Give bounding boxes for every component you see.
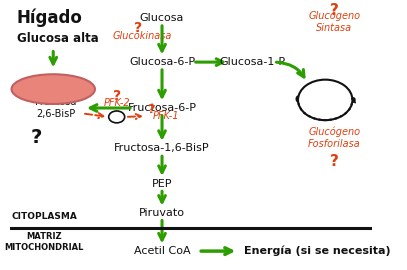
Text: Glucosa-1-P: Glucosa-1-P — [220, 57, 286, 67]
Text: Hígado: Hígado — [17, 8, 83, 27]
Text: Glucógeno
Fosforilasa: Glucógeno Fosforilasa — [308, 127, 361, 149]
Text: ?: ? — [30, 128, 42, 147]
Text: ?: ? — [134, 21, 142, 35]
Text: Glucosa alta: Glucosa alta — [17, 32, 99, 45]
Text: Energía (si se necesita): Energía (si se necesita) — [244, 246, 390, 256]
Text: CITOPLASMA: CITOPLASMA — [11, 212, 77, 221]
Text: +: + — [112, 112, 121, 122]
Text: Fructosa-6-P: Fructosa-6-P — [127, 103, 197, 113]
Text: Fructosa
2,6-BisP: Fructosa 2,6-BisP — [35, 97, 77, 119]
Text: PFK-1: PFK-1 — [153, 111, 179, 121]
Ellipse shape — [11, 74, 95, 104]
Text: Piruvato: Piruvato — [139, 208, 185, 218]
Text: ?: ? — [147, 103, 155, 116]
Circle shape — [109, 111, 125, 123]
Text: ?: ? — [113, 89, 121, 103]
Text: MATRIZ
MITOCHONDRIAL: MATRIZ MITOCHONDRIAL — [4, 232, 84, 252]
Text: ?: ? — [330, 3, 339, 18]
Circle shape — [298, 80, 352, 120]
Text: Glucokinasa: Glucokinasa — [112, 31, 172, 42]
Text: ?: ? — [330, 154, 339, 170]
Text: Insulina: Insulina — [24, 83, 83, 96]
Text: Acetil CoA: Acetil CoA — [134, 246, 190, 256]
Text: Fructosa-1,6-BisP: Fructosa-1,6-BisP — [114, 143, 210, 154]
Text: Glucógeno
Sintasa: Glucógeno Sintasa — [308, 11, 360, 33]
Text: Glucosa: Glucosa — [140, 12, 184, 23]
Text: PFK-2: PFK-2 — [103, 98, 130, 108]
Text: Glucógeno: Glucógeno — [294, 95, 357, 105]
Text: PEP: PEP — [152, 178, 172, 189]
Text: Glucosa-6-P: Glucosa-6-P — [129, 57, 195, 67]
